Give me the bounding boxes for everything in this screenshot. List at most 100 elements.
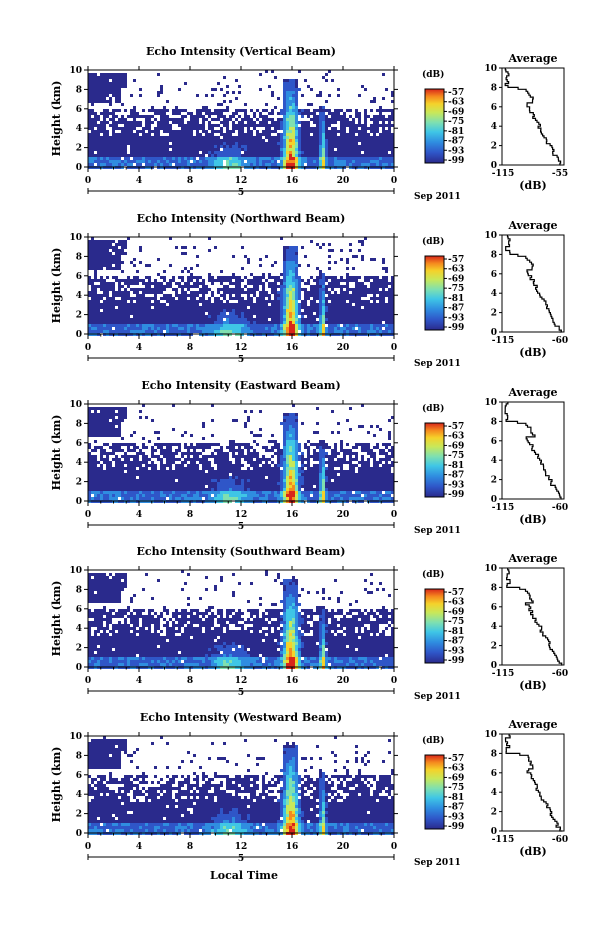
echo-cell [121,252,124,255]
echo-cell [229,145,232,148]
echo-cell [91,279,94,282]
echo-cell [106,121,109,124]
echo-cell [151,312,154,315]
echo-cell [109,422,112,425]
y-tick-label: 4 [76,124,82,134]
echo-cell [298,160,301,163]
echo-cell [118,157,121,160]
echo-cell [115,85,118,88]
echo-cell [271,440,274,443]
echo-cell [226,291,229,294]
echo-cell [379,112,382,115]
echo-cell [307,103,310,106]
echo-cell [109,112,112,115]
echo-cell [364,312,367,315]
echo-cell [322,315,325,318]
echo-cell [334,446,337,449]
echo-cell [247,154,250,157]
echo-cell [208,276,211,279]
echo-cell [388,297,391,300]
echo-cell [91,255,94,258]
echo-cell [349,133,352,136]
echo-cell [334,115,337,118]
echo-cell [388,148,391,151]
echo-cell [154,130,157,133]
echo-cell [127,124,130,127]
echo-cell [106,330,109,333]
echo-cell [277,142,280,145]
echo-cell [235,455,238,458]
echo-cell [220,318,223,321]
echo-cell [214,303,217,306]
echo-cell [184,148,187,151]
echo-cell [337,118,340,121]
echo-cell [250,288,253,291]
echo-cell [118,431,121,434]
echo-cell [127,142,130,145]
echo-cell [244,145,247,148]
echo-cell [181,127,184,130]
echo-cell [382,163,385,166]
echo-cell [196,255,199,258]
echo-cell [169,461,172,464]
echo-cell [175,133,178,136]
echo-cell [349,294,352,297]
echo-cell [163,303,166,306]
echo-cell [145,142,148,145]
echo-cell [175,324,178,327]
echo-cell [346,294,349,297]
echo-cell [247,142,250,145]
echo-cell [262,151,265,154]
echo-cell [226,121,229,124]
echo-cell [226,327,229,330]
echo-cell [322,306,325,309]
echo-cell [370,276,373,279]
echo-cell [196,312,199,315]
echo-cell [187,136,190,139]
echo-cell [211,315,214,318]
echo-cell [124,327,127,330]
echo-cell [295,306,298,309]
echo-cell [208,151,211,154]
echo-cell [109,246,112,249]
echo-cell [166,458,169,461]
echo-cell [364,330,367,333]
echo-cell [328,297,331,300]
echo-cell [100,73,103,76]
echo-cell [346,297,349,300]
echo-cell [103,79,106,82]
echo-cell [184,452,187,455]
echo-cell [184,306,187,309]
echo-cell [211,455,214,458]
echo-cell [316,124,319,127]
echo-cell [148,154,151,157]
echo-cell [274,276,277,279]
echo-cell [268,130,271,133]
echo-cell [343,142,346,145]
profile-x-tick-label: -60 [552,336,568,346]
echo-cell [91,449,94,452]
echo-cell [97,100,100,103]
echo-cell [274,294,277,297]
echo-cell [373,148,376,151]
echo-cell [97,312,100,315]
echo-cell [169,136,172,139]
echo-cell [358,324,361,327]
echo-cell [322,133,325,136]
echo-cell [106,76,109,79]
echo-cell [385,136,388,139]
echo-cell [295,127,298,130]
echo-cell [154,306,157,309]
echo-cell [349,115,352,118]
echo-cell [211,136,214,139]
echo-cell [235,276,238,279]
echo-cell [94,240,97,243]
echo-cell [271,112,274,115]
echo-cell [124,452,127,455]
echo-cell [283,309,286,312]
echo-cell [304,291,307,294]
echo-cell [133,431,136,434]
echo-cell [343,449,346,452]
echo-cell [238,121,241,124]
echo-cell [151,318,154,321]
